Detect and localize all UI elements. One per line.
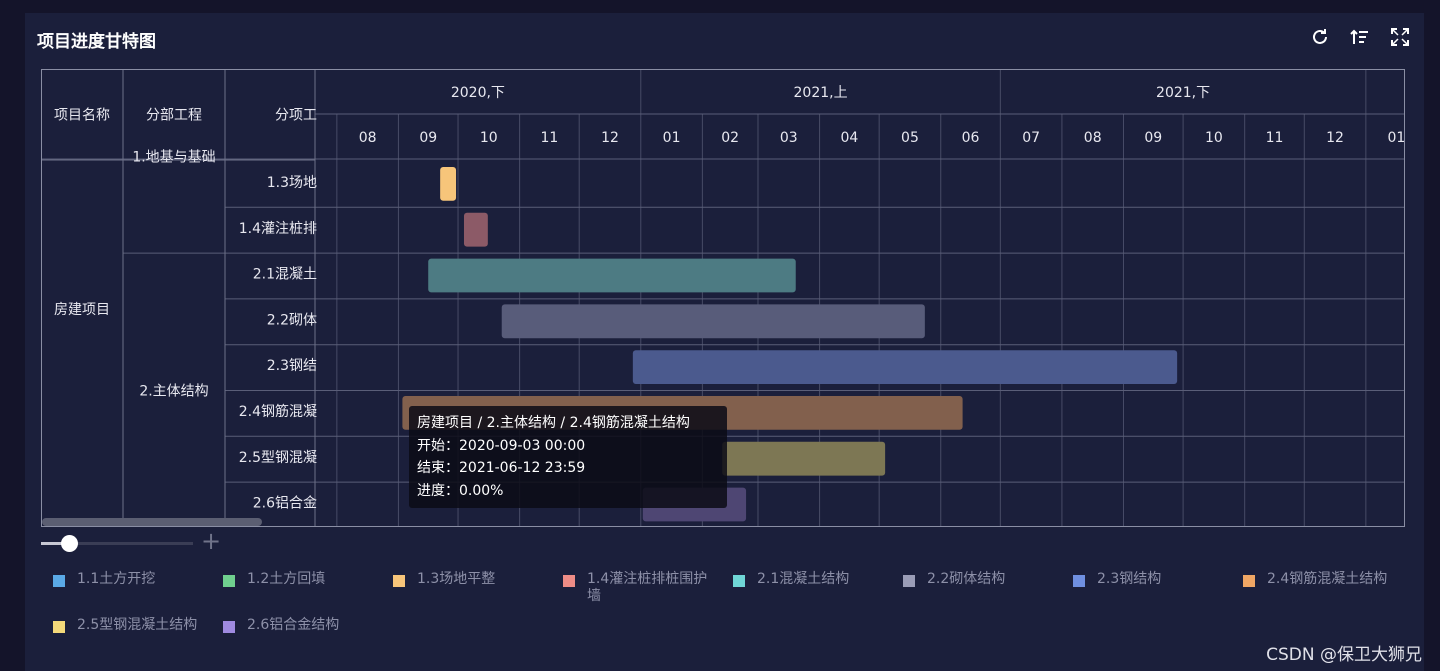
month-tick-label: 12 <box>601 130 619 146</box>
legend-swatch <box>223 575 235 587</box>
gantt-bar[interactable] <box>428 258 796 293</box>
legend-swatch <box>393 575 405 587</box>
gantt-tooltip: 房建项目 / 2.主体结构 / 2.4钢筋混凝土结构 开始：2020-09-03… <box>409 406 727 508</box>
task-label: 1.3场地 <box>267 175 317 191</box>
legend-swatch <box>1073 575 1085 587</box>
month-tick-label: 11 <box>1266 130 1284 146</box>
legend-swatch <box>903 575 915 587</box>
legend-label: 2.5型钢混凝土结构 <box>77 617 198 633</box>
legend-label: 2.6铝合金结构 <box>247 617 340 633</box>
month-tick-label: 09 <box>419 130 437 146</box>
legend-item[interactable]: 2.4钢筋混凝土结构 <box>1243 571 1395 588</box>
month-tick-label: 05 <box>901 130 919 146</box>
gantt-bar[interactable] <box>440 167 457 201</box>
legend: 1.1土方开挖 1.2土方回填 1.3场地平整 1.4灌注桩排桩围护墙 2.1混凝土结构… <box>53 571 1393 661</box>
zoom-slider[interactable]: + <box>41 529 241 553</box>
gantt-bar[interactable] <box>501 304 925 339</box>
month-tick-label: 01 <box>663 130 681 146</box>
legend-item[interactable]: 1.2土方回填 <box>223 571 375 588</box>
legend-swatch <box>53 575 65 587</box>
panel-title: 项目进度甘特图 <box>37 32 156 52</box>
month-tick-label: 04 <box>840 130 858 146</box>
tooltip-end: 结束：2021-06-12 23:59 <box>417 460 586 476</box>
legend-label: 2.1混凝土结构 <box>757 571 850 587</box>
month-tick-label: 08 <box>1084 130 1102 146</box>
tooltip-title: 房建项目 / 2.主体结构 / 2.4钢筋混凝土结构 <box>417 415 690 431</box>
tooltip-start: 开始：2020-09-03 00:00 <box>417 437 586 454</box>
refresh-icon[interactable] <box>1310 27 1330 47</box>
table-header: 分项工 <box>275 108 317 124</box>
period-label: 2020,下 <box>451 85 505 101</box>
zoom-knob[interactable] <box>61 535 78 552</box>
legend-item[interactable]: 2.6铝合金结构 <box>223 617 375 634</box>
legend-label: 1.3场地平整 <box>417 571 496 587</box>
period-label: 2021,下 <box>1156 85 1210 101</box>
legend-item[interactable]: 1.1土方开挖 <box>53 571 205 588</box>
group-label: 2.主体结构 <box>139 384 208 400</box>
month-tick-label: 03 <box>780 130 798 146</box>
table-header: 项目名称 <box>54 108 110 124</box>
table-header: 分部工程 <box>146 108 202 124</box>
legend-label: 1.4灌注桩排桩围护墙 <box>587 571 708 604</box>
month-tick-label: 08 <box>359 130 377 146</box>
legend-swatch <box>223 621 235 633</box>
legend-item[interactable]: 2.5型钢混凝土结构 <box>53 617 205 634</box>
legend-item[interactable]: 2.3钢结构 <box>1073 571 1225 588</box>
task-label: 2.5型钢混凝 <box>239 450 317 466</box>
tooltip-progress: 进度：0.00% <box>417 482 504 499</box>
legend-item[interactable]: 1.4灌注桩排桩围护墙 <box>563 571 715 605</box>
month-tick-label: 12 <box>1326 130 1344 146</box>
period-label: 2021,上 <box>794 85 848 101</box>
task-label: 2.3钢结 <box>267 358 317 374</box>
legend-label: 2.4钢筋混凝土结构 <box>1267 571 1388 587</box>
legend-swatch <box>733 575 745 587</box>
watermark: CSDN @保卫大狮兄 <box>1266 645 1422 665</box>
fullscreen-icon[interactable] <box>1390 27 1410 47</box>
month-tick-label: 06 <box>962 130 980 146</box>
month-tick-label: 09 <box>1144 130 1162 146</box>
month-tick-label: 02 <box>721 130 739 146</box>
task-label: 2.6铝合金 <box>253 496 317 512</box>
legend-swatch <box>563 575 575 587</box>
gantt-bar[interactable] <box>463 212 488 247</box>
zoom-fill <box>41 542 69 545</box>
legend-item[interactable]: 2.1混凝土结构 <box>733 571 885 588</box>
month-tick-label: 10 <box>1205 130 1223 146</box>
task-label: 2.1混凝土 <box>253 267 317 283</box>
legend-label: 1.1土方开挖 <box>77 571 156 587</box>
gantt-panel: 项目进度甘特图 08 09 10 11 12 01 02 03 04 05 06 07 08 09 10 11… <box>25 13 1424 671</box>
legend-label: 2.2砌体结构 <box>927 571 1006 587</box>
zoom-track <box>41 542 193 545</box>
gantt-bar[interactable] <box>632 350 1178 384</box>
month-tick-label: 01 <box>1387 130 1405 146</box>
task-label: 1.4灌注桩排 <box>239 220 317 237</box>
project-name: 房建项目 <box>54 302 110 318</box>
sort-icon[interactable] <box>1350 27 1370 47</box>
gantt-bar[interactable] <box>722 441 886 476</box>
month-tick-label: 07 <box>1022 130 1040 146</box>
month-tick-label: 10 <box>480 130 498 146</box>
panel-toolbar <box>1310 27 1410 47</box>
legend-label: 1.2土方回填 <box>247 571 326 587</box>
group-label: 1.地基与基础 <box>132 149 215 166</box>
legend-label: 2.3钢结构 <box>1097 571 1162 587</box>
legend-swatch <box>1243 575 1255 587</box>
month-tick-label: 11 <box>540 130 558 146</box>
task-label: 2.4钢筋混凝 <box>239 403 317 420</box>
task-label: 2.2砌体 <box>267 312 317 328</box>
horizontal-scrollbar[interactable] <box>42 518 262 526</box>
zoom-in-icon[interactable]: + <box>201 527 222 555</box>
legend-swatch <box>53 621 65 633</box>
legend-item[interactable]: 1.3场地平整 <box>393 571 545 588</box>
legend-item[interactable]: 2.2砌体结构 <box>903 571 1055 588</box>
